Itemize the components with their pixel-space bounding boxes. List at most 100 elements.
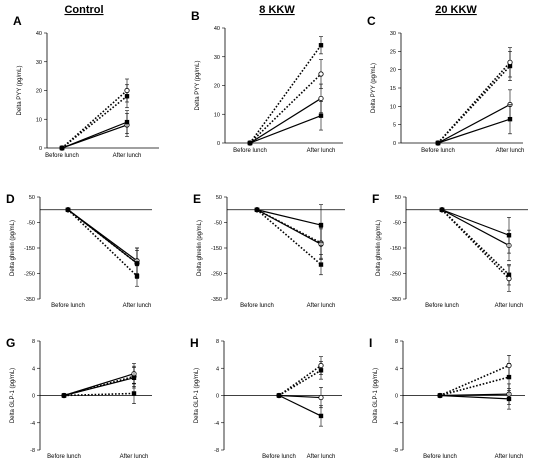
y-tick-label: 20 <box>214 84 220 90</box>
series-line <box>61 95 128 149</box>
series-line <box>61 89 128 149</box>
series-1 <box>276 361 324 398</box>
data-point-square <box>247 140 253 146</box>
panel-letter: B <box>191 9 200 23</box>
column-header-control: Control <box>64 4 103 16</box>
x-category-label: Before lunch <box>421 148 455 154</box>
series-line <box>439 364 510 397</box>
y-tick-label: -350 <box>211 297 222 303</box>
y-tick-label: 0 <box>393 141 396 147</box>
data-point-circle <box>318 362 324 369</box>
data-point-square <box>131 375 137 380</box>
data-point-square <box>439 207 445 212</box>
data-point-square <box>435 140 441 146</box>
x-category-label: After lunch <box>495 454 524 460</box>
column-header-20kkw: 20 KKW <box>435 4 477 16</box>
y-tick-label: 10 <box>390 104 396 110</box>
data-point-square <box>437 393 443 398</box>
series-line <box>256 209 322 226</box>
series-2 <box>439 207 512 292</box>
data-point-square <box>124 119 130 125</box>
y-axis-label: Delta GLP-1 (pg/mL) <box>10 368 16 423</box>
panel-letter: I <box>369 336 372 350</box>
data-point-square <box>506 396 512 402</box>
series-line <box>278 394 322 399</box>
y-tick-label: 20 <box>36 89 42 95</box>
panel-h: H 8 4 0 -4 -8 Delta GLP-1 (pg/mL) Before lunch A… <box>190 336 342 460</box>
data-point-square <box>254 207 260 212</box>
series-2 <box>65 207 140 277</box>
y-tick-label: -250 <box>390 272 401 278</box>
series-2 <box>437 355 512 399</box>
series-line <box>441 209 510 246</box>
series-line <box>441 209 510 280</box>
series-3 <box>439 207 512 262</box>
data-point-circle <box>506 275 512 282</box>
y-tick-label: -350 <box>390 297 401 303</box>
y-axis-label: Delta GLP-1 (pg/mL) <box>373 368 379 423</box>
y-tick-label: -8 <box>214 448 219 454</box>
y-tick-label: 40 <box>36 31 42 37</box>
data-point-circle <box>506 362 512 369</box>
x-category-label: After lunch <box>307 454 336 460</box>
series-1 <box>65 207 140 287</box>
panel-a: A 0 10 20 30 40 Delta PYY (pg/mL) Before lunch A… <box>13 14 159 159</box>
y-tick-label: 40 <box>214 26 220 32</box>
data-point-circle <box>318 71 324 77</box>
column-header-8kkw: 8 KKW <box>259 4 295 16</box>
y-tick-label: -150 <box>24 246 35 252</box>
series-line <box>278 364 322 397</box>
y-tick-label: -4 <box>214 421 219 427</box>
y-tick-label: -50 <box>214 221 222 227</box>
y-tick-label: 30 <box>214 55 220 61</box>
series-line <box>63 377 135 397</box>
data-point-square <box>276 393 282 398</box>
data-point-circle <box>507 59 513 65</box>
series-line <box>439 393 510 397</box>
series-2 <box>254 207 324 259</box>
x-category-label: Before lunch <box>425 303 459 309</box>
series-4 <box>61 367 137 398</box>
y-tick-label: -250 <box>211 272 222 278</box>
panel-d: D 50 -50 -150 -250 -350 Delta ghrelin (pg/mL) B… <box>6 192 152 309</box>
panel-g: G 8 4 0 -4 -8 Delta GLP-1 (pg/mL) Before lunch A… <box>6 336 152 460</box>
y-tick-label: 15 <box>390 86 396 92</box>
y-tick-label: -250 <box>24 272 35 278</box>
series-4 <box>276 393 324 427</box>
y-tick-label: 8 <box>216 339 219 345</box>
series-2 <box>247 59 324 146</box>
series-line <box>439 394 510 400</box>
series-3 <box>247 83 324 146</box>
series-4 <box>59 110 130 151</box>
series-line <box>437 103 511 144</box>
series-line <box>63 373 135 397</box>
y-tick-label: 25 <box>390 49 396 55</box>
y-tick-label: 4 <box>395 366 398 372</box>
x-category-label: After lunch <box>307 303 336 309</box>
series-2 <box>276 356 324 399</box>
y-tick-label: 4 <box>216 366 219 372</box>
y-tick-label: -50 <box>27 221 35 227</box>
y-tick-label: 0 <box>39 146 42 152</box>
y-tick-label: -150 <box>211 246 222 252</box>
data-point-square <box>65 207 71 212</box>
data-point-square <box>318 222 324 228</box>
data-point-square <box>59 145 65 151</box>
x-category-label: Before lunch <box>51 303 85 309</box>
y-tick-label: -4 <box>393 421 398 427</box>
y-tick-label: 0 <box>32 394 35 400</box>
series-line <box>249 73 322 144</box>
panel-letter: H <box>190 336 199 350</box>
panel-b: B 0 10 20 30 40 Delta PYY (pg/mL) Before lunch A… <box>191 9 343 154</box>
x-category-label: Before lunch <box>47 454 81 460</box>
data-point-square <box>506 374 512 380</box>
series-line <box>437 61 511 144</box>
y-axis-label: Delta ghrelin (pg/mL) <box>197 220 203 276</box>
y-tick-label: 10 <box>214 112 220 118</box>
data-point-square <box>318 43 324 48</box>
series-line <box>67 209 138 264</box>
y-axis-label: Delta ghrelin (pg/mL) <box>376 220 382 276</box>
y-axis-label: Delta PYY (pg/mL) <box>195 61 201 111</box>
y-tick-label: 20 <box>390 68 396 74</box>
